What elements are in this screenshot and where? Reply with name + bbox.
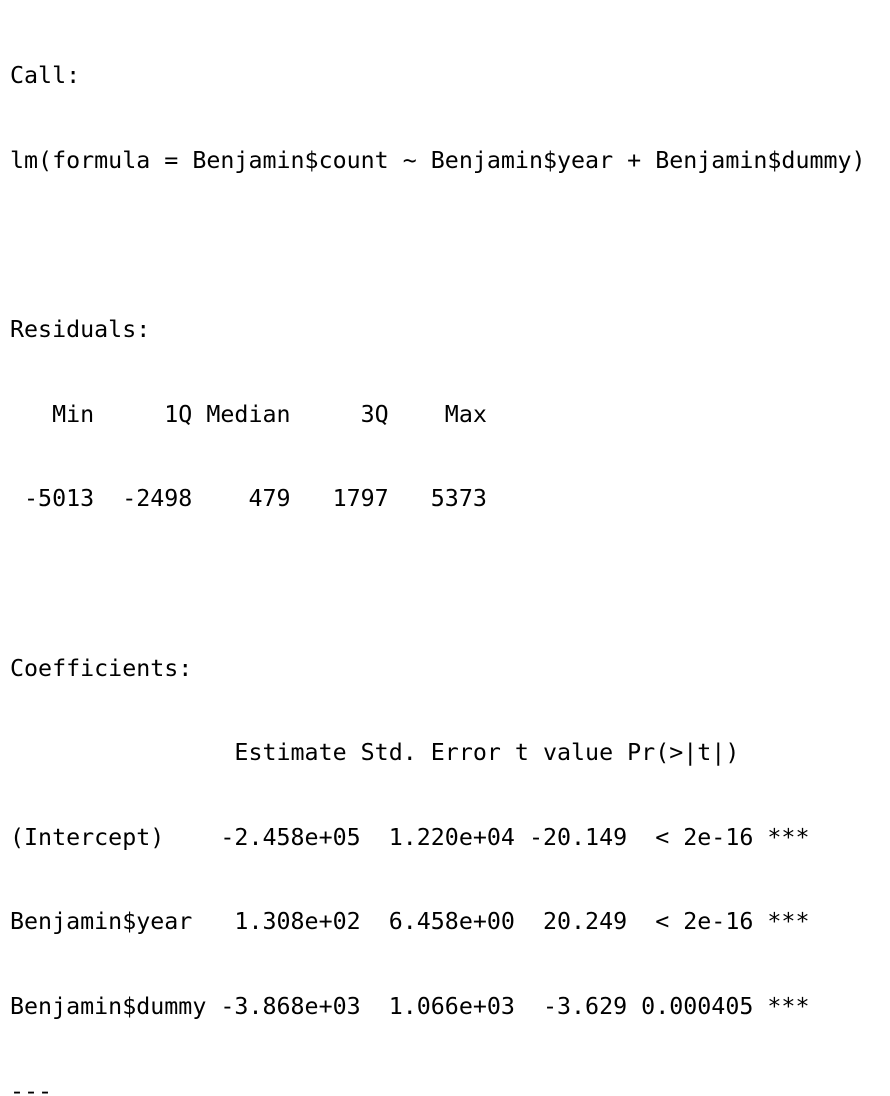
coefficient-row-year: Benjamin$year 1.308e+02 6.458e+00 20.249… — [10, 908, 810, 936]
residuals-labels: Min 1Q Median 3Q Max — [10, 400, 501, 428]
call-formula: lm(formula = Benjamin$count ~ Benjamin$y… — [10, 147, 866, 174]
blank-line — [10, 232, 880, 260]
residuals-header: Residuals: — [10, 316, 151, 344]
coefficient-row-dummy: Benjamin$dummy -3.868e+03 1.066e+03 -3.6… — [10, 992, 810, 1020]
coefficients-column-header: Estimate Std. Error t value Pr(>|t|) — [10, 739, 796, 767]
separator: --- — [10, 1077, 53, 1096]
call-header: Call: — [10, 62, 81, 90]
residuals-values: -5013 -2498 479 1797 5373 — [10, 485, 501, 513]
r-console-output: Call: lm(formula = Benjamin$count ~ Benj… — [10, 6, 880, 1096]
blank-line — [10, 570, 880, 598]
coefficient-row-intercept: (Intercept) -2.458e+05 1.220e+04 -20.149… — [10, 823, 810, 851]
coefficients-header: Coefficients: — [10, 654, 193, 682]
